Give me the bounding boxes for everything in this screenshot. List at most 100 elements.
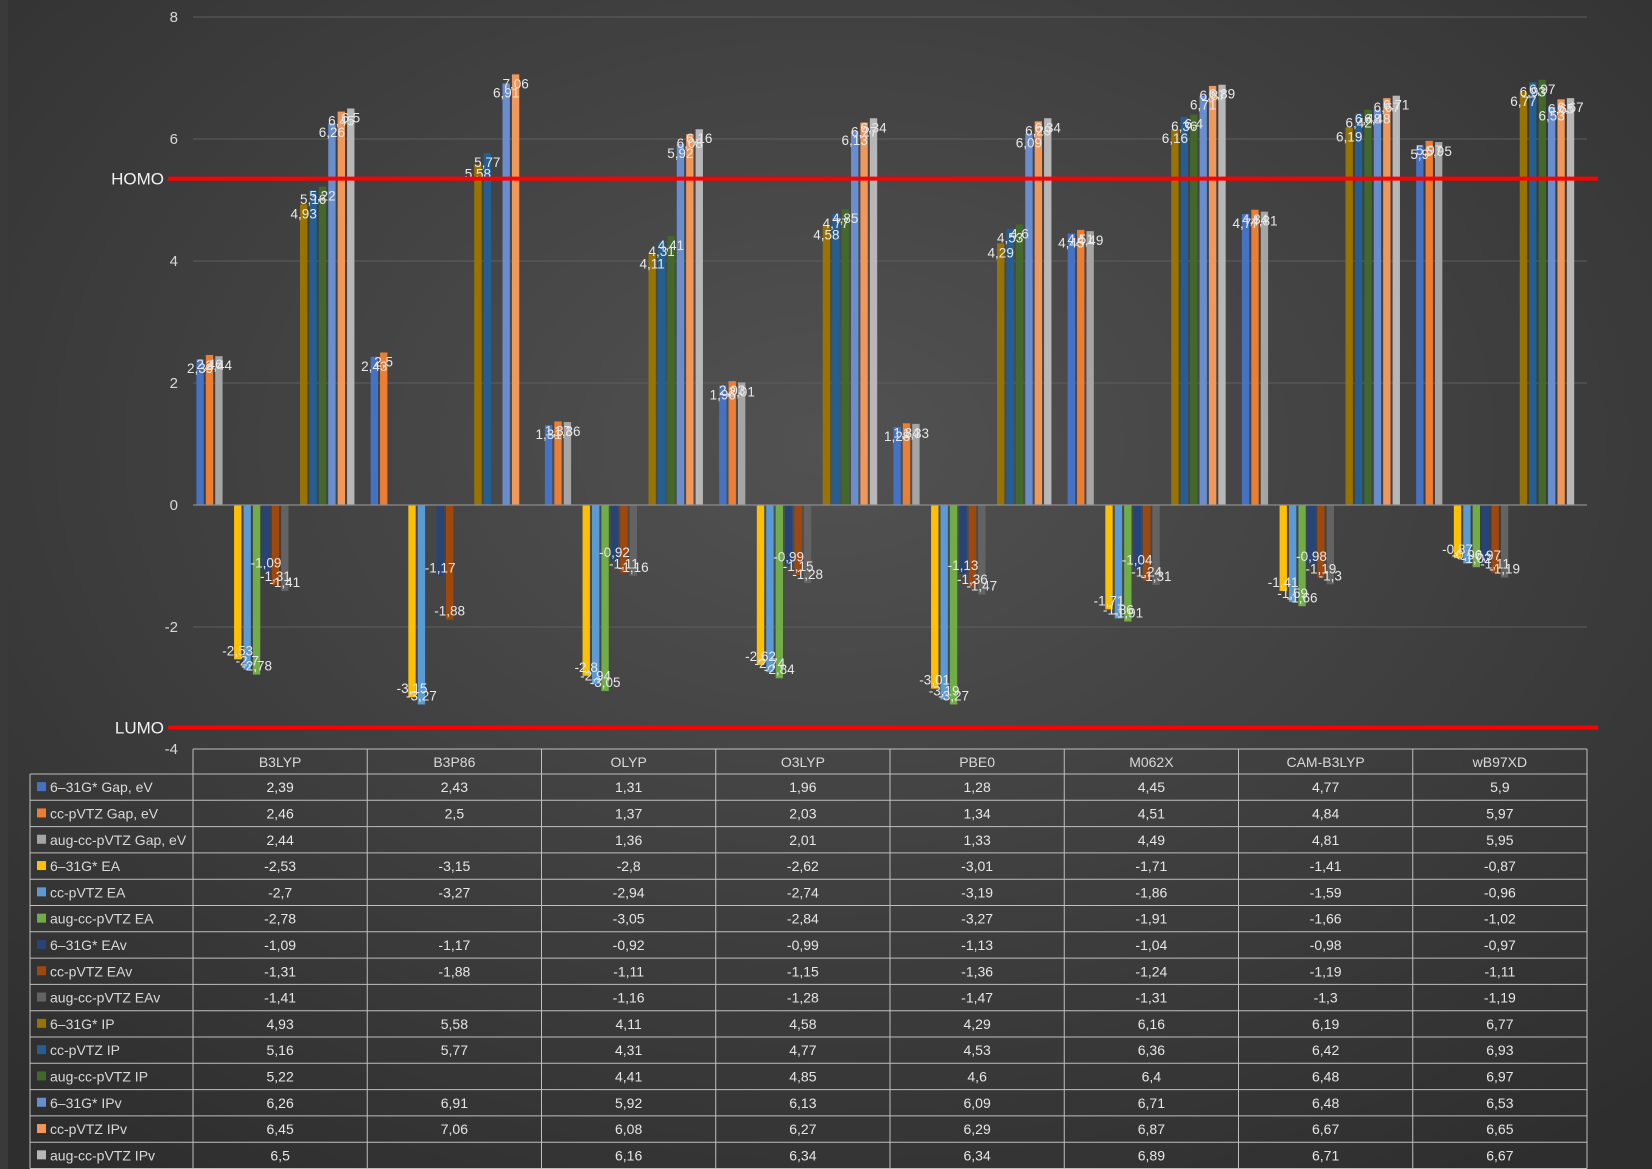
bar (629, 505, 638, 576)
table-cell: 7,06 (441, 1121, 468, 1137)
bar (959, 505, 967, 574)
data-label: 6,77 (1510, 94, 1536, 109)
data-label: 6,19 (1336, 129, 1362, 144)
table-cell: 6,48 (1312, 1095, 1339, 1111)
bar (785, 505, 793, 566)
data-label: 4,53 (997, 231, 1023, 246)
bar (1279, 505, 1287, 592)
table-cell: 6,16 (615, 1147, 642, 1163)
table-cell: -1,11 (613, 963, 644, 979)
data-label: -3,15 (397, 681, 428, 696)
bar (1557, 99, 1565, 505)
bar (968, 505, 977, 588)
table-cell: 6,42 (1312, 1042, 1339, 1058)
legend-key (37, 913, 46, 923)
table-cell: -1,36 (961, 963, 993, 979)
bar (1199, 95, 1207, 505)
bar (328, 123, 336, 505)
table-cell: 2,44 (267, 832, 294, 848)
bar (262, 505, 270, 572)
table-cell: 4,81 (1312, 832, 1339, 848)
bar (1124, 505, 1132, 622)
data-label: -1,36 (957, 572, 988, 587)
table-cell: 6,34 (964, 1147, 991, 1163)
data-label: 4,77 (823, 216, 849, 231)
bar (1519, 92, 1528, 505)
series-name: 6–31G* EA (50, 858, 121, 874)
bar (719, 385, 727, 505)
data-label: 6,08 (677, 136, 703, 151)
table-cell: -0,96 (1484, 884, 1516, 900)
bar (483, 153, 492, 505)
bars (196, 74, 1575, 705)
table-cell: -1,59 (1310, 884, 1342, 900)
legend-key (37, 992, 46, 1002)
bar (686, 134, 694, 505)
table-cell: 4,45 (1138, 779, 1165, 795)
table-cell: -1,24 (1135, 963, 1167, 979)
data-label: 4,49 (1077, 233, 1103, 248)
data-label: 6,87 (1199, 88, 1225, 103)
table-cell: -1,86 (1135, 884, 1167, 900)
data-label: 6,97 (1529, 82, 1555, 97)
bar (949, 505, 958, 705)
bar (1500, 505, 1509, 578)
table-cell: 6,97 (1486, 1068, 1513, 1084)
data-label: 1,31 (535, 427, 561, 442)
legend-key (37, 861, 46, 871)
data-label: -2,7 (236, 654, 259, 669)
bar (794, 505, 802, 576)
bar (337, 111, 346, 506)
legend-key (37, 1150, 46, 1160)
table-cell: 6,09 (964, 1095, 991, 1111)
y-tick-label: 2 (170, 375, 178, 392)
table-cell: -2,78 (264, 911, 296, 927)
data-label: -1,71 (1094, 593, 1125, 608)
bar (1288, 505, 1297, 602)
table-cell: -1,31 (1135, 990, 1167, 1006)
x-tick-label: B3LYP (259, 754, 302, 770)
data-label: -1,41 (1268, 575, 1299, 590)
legend-key (37, 834, 46, 844)
y-tick-label: 6 (170, 131, 178, 148)
data-label: -0,97 (1470, 548, 1501, 563)
table-cell: -1,66 (1310, 911, 1342, 927)
data-label: 1,36 (554, 424, 580, 439)
table-cell: -1,3 (1314, 990, 1338, 1006)
table-cell: 5,97 (1486, 805, 1513, 821)
bar (544, 425, 553, 505)
series-name: aug-cc-pVTZ EAv (50, 990, 160, 1006)
table-cell: 5,9 (1490, 779, 1510, 795)
table-cell: 4,77 (789, 1042, 816, 1058)
bar (347, 108, 355, 505)
legend-key (37, 1071, 46, 1081)
x-tick-label: B3P86 (433, 754, 475, 770)
data-label: 6,71 (1383, 98, 1409, 113)
table-cell: 6,45 (267, 1121, 294, 1137)
table-cell: -1,88 (438, 963, 470, 979)
bar (1326, 505, 1335, 585)
bar (676, 143, 685, 505)
data-label: -3,05 (590, 675, 621, 690)
bar (436, 505, 444, 577)
table-cell: -3,15 (438, 858, 470, 874)
table-cell: 5,58 (441, 1016, 468, 1032)
legend-key (37, 887, 46, 897)
bar (1566, 98, 1575, 505)
data-label: -2,62 (745, 649, 776, 664)
table-cell: 1,33 (964, 832, 991, 848)
reference-lines: HOMO LUMO (111, 170, 1598, 738)
bar (766, 505, 774, 673)
bar (756, 505, 765, 665)
table-cell: 6,87 (1138, 1121, 1165, 1137)
bar (370, 356, 378, 505)
data-label: -1,88 (434, 604, 465, 619)
data-label: 6,42 (1345, 115, 1371, 130)
x-tick-label: O3LYP (781, 754, 825, 770)
bar (657, 242, 666, 505)
y-axis-ticks: -4 -2 0 2 4 6 8 (165, 9, 178, 758)
table-cell: 4,84 (1312, 805, 1339, 821)
data-label: 2,44 (206, 358, 233, 373)
bar (243, 505, 251, 670)
data-label: -0,99 (773, 549, 804, 564)
